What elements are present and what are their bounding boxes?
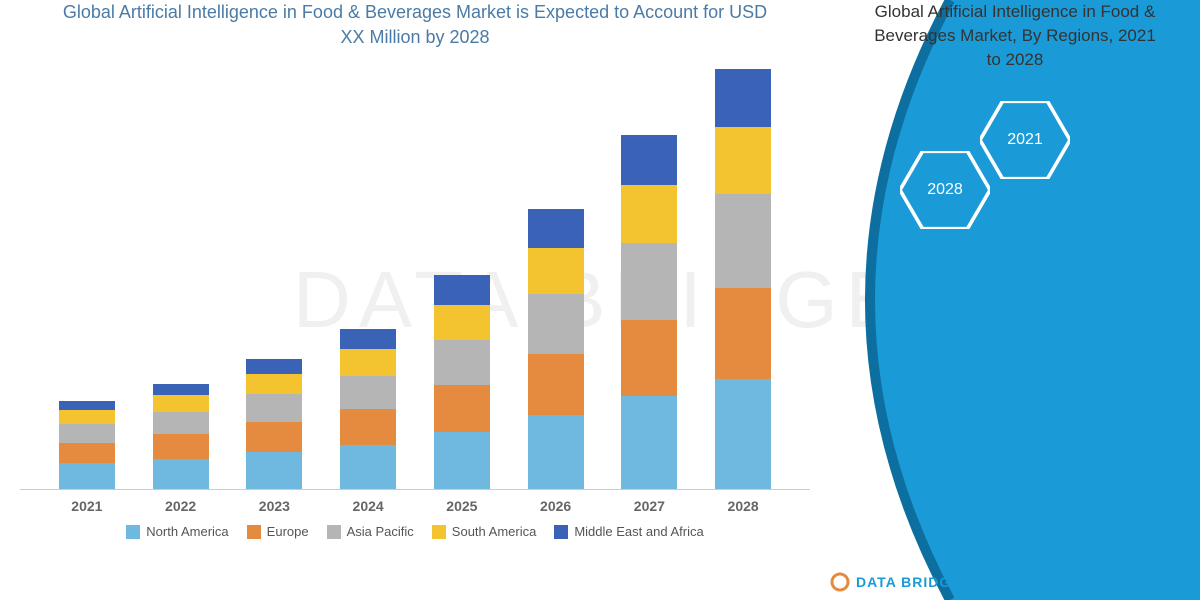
seg-north-america — [621, 396, 677, 489]
brand-line1: DATA BRIDGE MARKET — [830, 281, 1200, 308]
legend: North America Europe Asia Pacific South Ame… — [20, 514, 810, 539]
seg-south-america — [715, 127, 771, 194]
xlabel: 2026 — [528, 498, 584, 514]
seg-middle-east-and-africa — [246, 359, 302, 374]
legend-item: Asia Pacific — [327, 524, 414, 539]
bar-2027 — [621, 135, 677, 490]
seg-middle-east-and-africa — [434, 275, 490, 305]
xlabel: 2023 — [246, 498, 302, 514]
seg-middle-east-and-africa — [621, 135, 677, 185]
legend-label: South America — [452, 524, 537, 539]
seg-north-america — [59, 463, 115, 489]
seg-north-america — [434, 432, 490, 490]
legend-item: South America — [432, 524, 537, 539]
seg-south-america — [59, 410, 115, 424]
hex-2021-label: 2021 — [1007, 131, 1043, 149]
seg-europe — [434, 385, 490, 432]
chart-panel: Global Artificial Intelligence in Food &… — [0, 0, 830, 600]
xlabel: 2028 — [715, 498, 771, 514]
legend-swatch — [327, 525, 341, 539]
seg-asia-pacific — [153, 412, 209, 434]
legend-item: Europe — [247, 524, 309, 539]
hex-2021: 2021 — [980, 101, 1070, 179]
seg-middle-east-and-africa — [59, 401, 115, 410]
legend-item: Middle East and Africa — [554, 524, 703, 539]
bar-2021 — [59, 401, 115, 490]
seg-north-america — [715, 379, 771, 489]
seg-middle-east-and-africa — [153, 384, 209, 395]
bar-2026 — [528, 209, 584, 490]
seg-asia-pacific — [715, 194, 771, 287]
main-container: Global Artificial Intelligence in Food &… — [0, 0, 1200, 600]
footer-logo: DATA BRIDGE — [830, 572, 962, 592]
legend-label: Europe — [267, 524, 309, 539]
seg-asia-pacific — [59, 424, 115, 443]
seg-europe — [153, 434, 209, 458]
seg-middle-east-and-africa — [528, 209, 584, 248]
legend-item: North America — [126, 524, 228, 539]
bar-2025 — [434, 275, 490, 490]
chart-area — [20, 70, 810, 490]
xlabel: 2025 — [434, 498, 490, 514]
legend-swatch — [432, 525, 446, 539]
brand-line2: RESEARCH — [830, 308, 1200, 335]
right-panel-title: Global Artificial Intelligence in Food &… — [830, 0, 1200, 91]
legend-label: Asia Pacific — [347, 524, 414, 539]
seg-north-america — [340, 445, 396, 490]
chart-title: Global Artificial Intelligence in Food &… — [20, 0, 810, 70]
xlabel: 2022 — [153, 498, 209, 514]
seg-europe — [621, 320, 677, 397]
seg-asia-pacific — [621, 243, 677, 320]
right-panel: Global Artificial Intelligence in Food &… — [830, 0, 1200, 600]
seg-asia-pacific — [434, 340, 490, 385]
xlabel: 2021 — [59, 498, 115, 514]
xlabel: 2024 — [340, 498, 396, 514]
bar-2022 — [153, 384, 209, 489]
seg-asia-pacific — [246, 394, 302, 422]
legend-swatch — [247, 525, 261, 539]
footer-logo-text: DATA BRIDGE — [856, 574, 962, 590]
seg-south-america — [340, 349, 396, 375]
legend-swatch — [126, 525, 140, 539]
seg-asia-pacific — [528, 294, 584, 354]
seg-north-america — [246, 452, 302, 489]
hex-2028: 2028 — [900, 151, 990, 229]
seg-middle-east-and-africa — [340, 329, 396, 350]
seg-europe — [246, 422, 302, 452]
seg-south-america — [246, 374, 302, 395]
legend-label: Middle East and Africa — [574, 524, 703, 539]
seg-south-america — [528, 248, 584, 295]
seg-europe — [340, 409, 396, 444]
seg-south-america — [434, 305, 490, 340]
seg-middle-east-and-africa — [715, 69, 771, 127]
seg-asia-pacific — [340, 376, 396, 410]
x-axis: 2021 2022 2023 2024 2025 2026 2027 2028 — [20, 490, 810, 514]
legend-label: North America — [146, 524, 228, 539]
seg-south-america — [621, 185, 677, 243]
bar-2023 — [246, 359, 302, 490]
seg-europe — [59, 443, 115, 464]
hex-container: 2028 2021 — [830, 91, 1200, 271]
bar-2028 — [715, 69, 771, 489]
seg-europe — [715, 288, 771, 379]
seg-north-america — [153, 459, 209, 490]
legend-swatch — [554, 525, 568, 539]
seg-south-america — [153, 395, 209, 412]
hex-2028-label: 2028 — [927, 181, 963, 199]
seg-north-america — [528, 415, 584, 490]
bar-2024 — [340, 329, 396, 490]
xlabel: 2027 — [621, 498, 677, 514]
footer-logo-icon — [830, 572, 850, 592]
seg-europe — [528, 354, 584, 415]
brand-text: DATA BRIDGE MARKET RESEARCH — [830, 281, 1200, 335]
